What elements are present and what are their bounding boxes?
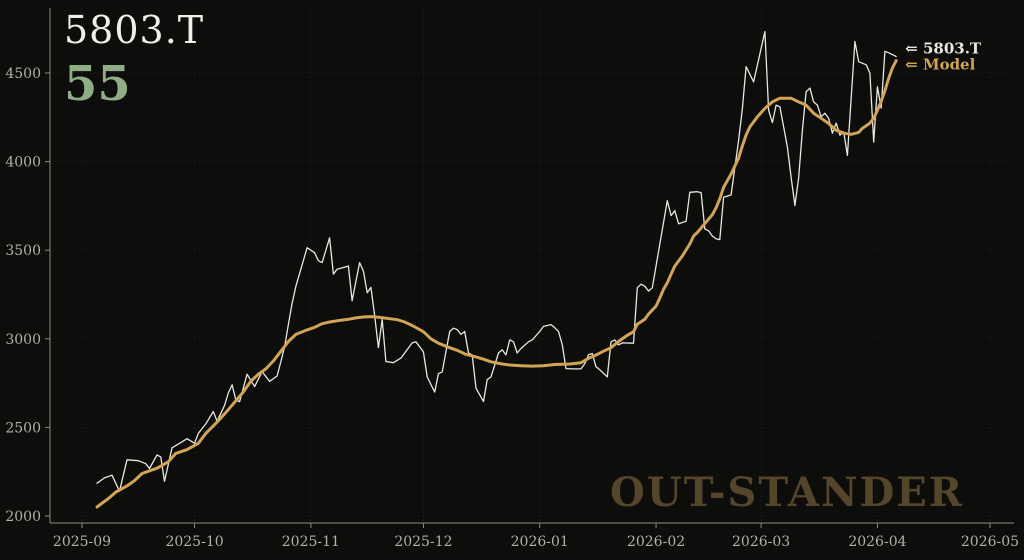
y-tick-label: 2000: [5, 509, 41, 525]
price-end-label: ⇐ 5803.T: [905, 40, 982, 58]
watermark: OUT-STANDER: [610, 469, 964, 516]
symbol-title: 5803.T: [64, 8, 205, 52]
y-tick-label: 3500: [5, 243, 41, 259]
x-tick-label: 2025-11: [282, 534, 340, 550]
y-tick-label: 4500: [5, 66, 41, 82]
y-tick-label: 4000: [5, 155, 41, 171]
y-tick-label: 3000: [5, 332, 41, 348]
x-tick-label: 2025-12: [394, 534, 452, 550]
score-value: 55: [64, 56, 131, 112]
x-tick-label: 2026-02: [627, 534, 685, 550]
model-end-label: ⇐ Model: [905, 56, 975, 74]
x-tick-label: 2026-01: [511, 534, 569, 550]
x-tick-label: 2026-04: [848, 534, 906, 550]
x-tick-label: 2026-03: [732, 534, 790, 550]
x-tick-label: 2026-05: [961, 534, 1019, 550]
x-tick-label: 2025-09: [53, 534, 111, 550]
x-tick-label: 2025-10: [165, 534, 223, 550]
model-line: [95, 59, 898, 509]
y-tick-label: 2500: [5, 420, 41, 436]
